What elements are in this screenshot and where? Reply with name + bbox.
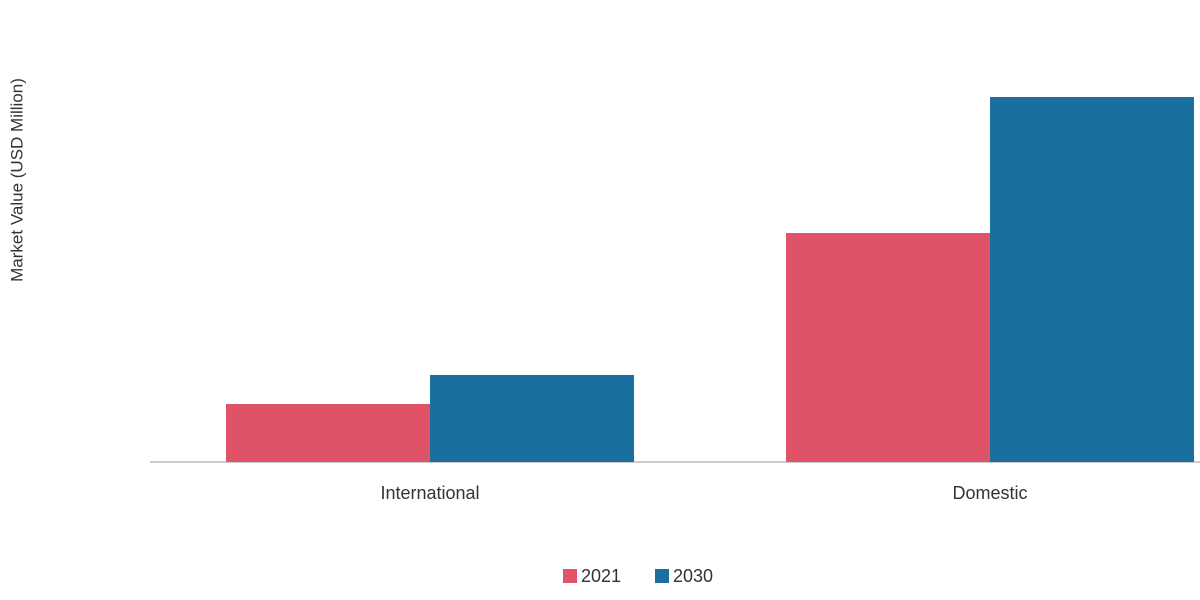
y-axis-label: Market Value (USD Million) — [7, 78, 26, 282]
x-tick-label: International — [380, 483, 479, 503]
legend-swatch — [655, 569, 669, 583]
legend-swatch — [563, 569, 577, 583]
x-tick-label: Domestic — [952, 483, 1027, 503]
bar — [786, 233, 990, 462]
bar — [990, 97, 1194, 462]
bar — [226, 404, 430, 462]
bar — [430, 375, 634, 462]
legend-label: 2030 — [673, 566, 713, 586]
legend-label: 2021 — [581, 566, 621, 586]
